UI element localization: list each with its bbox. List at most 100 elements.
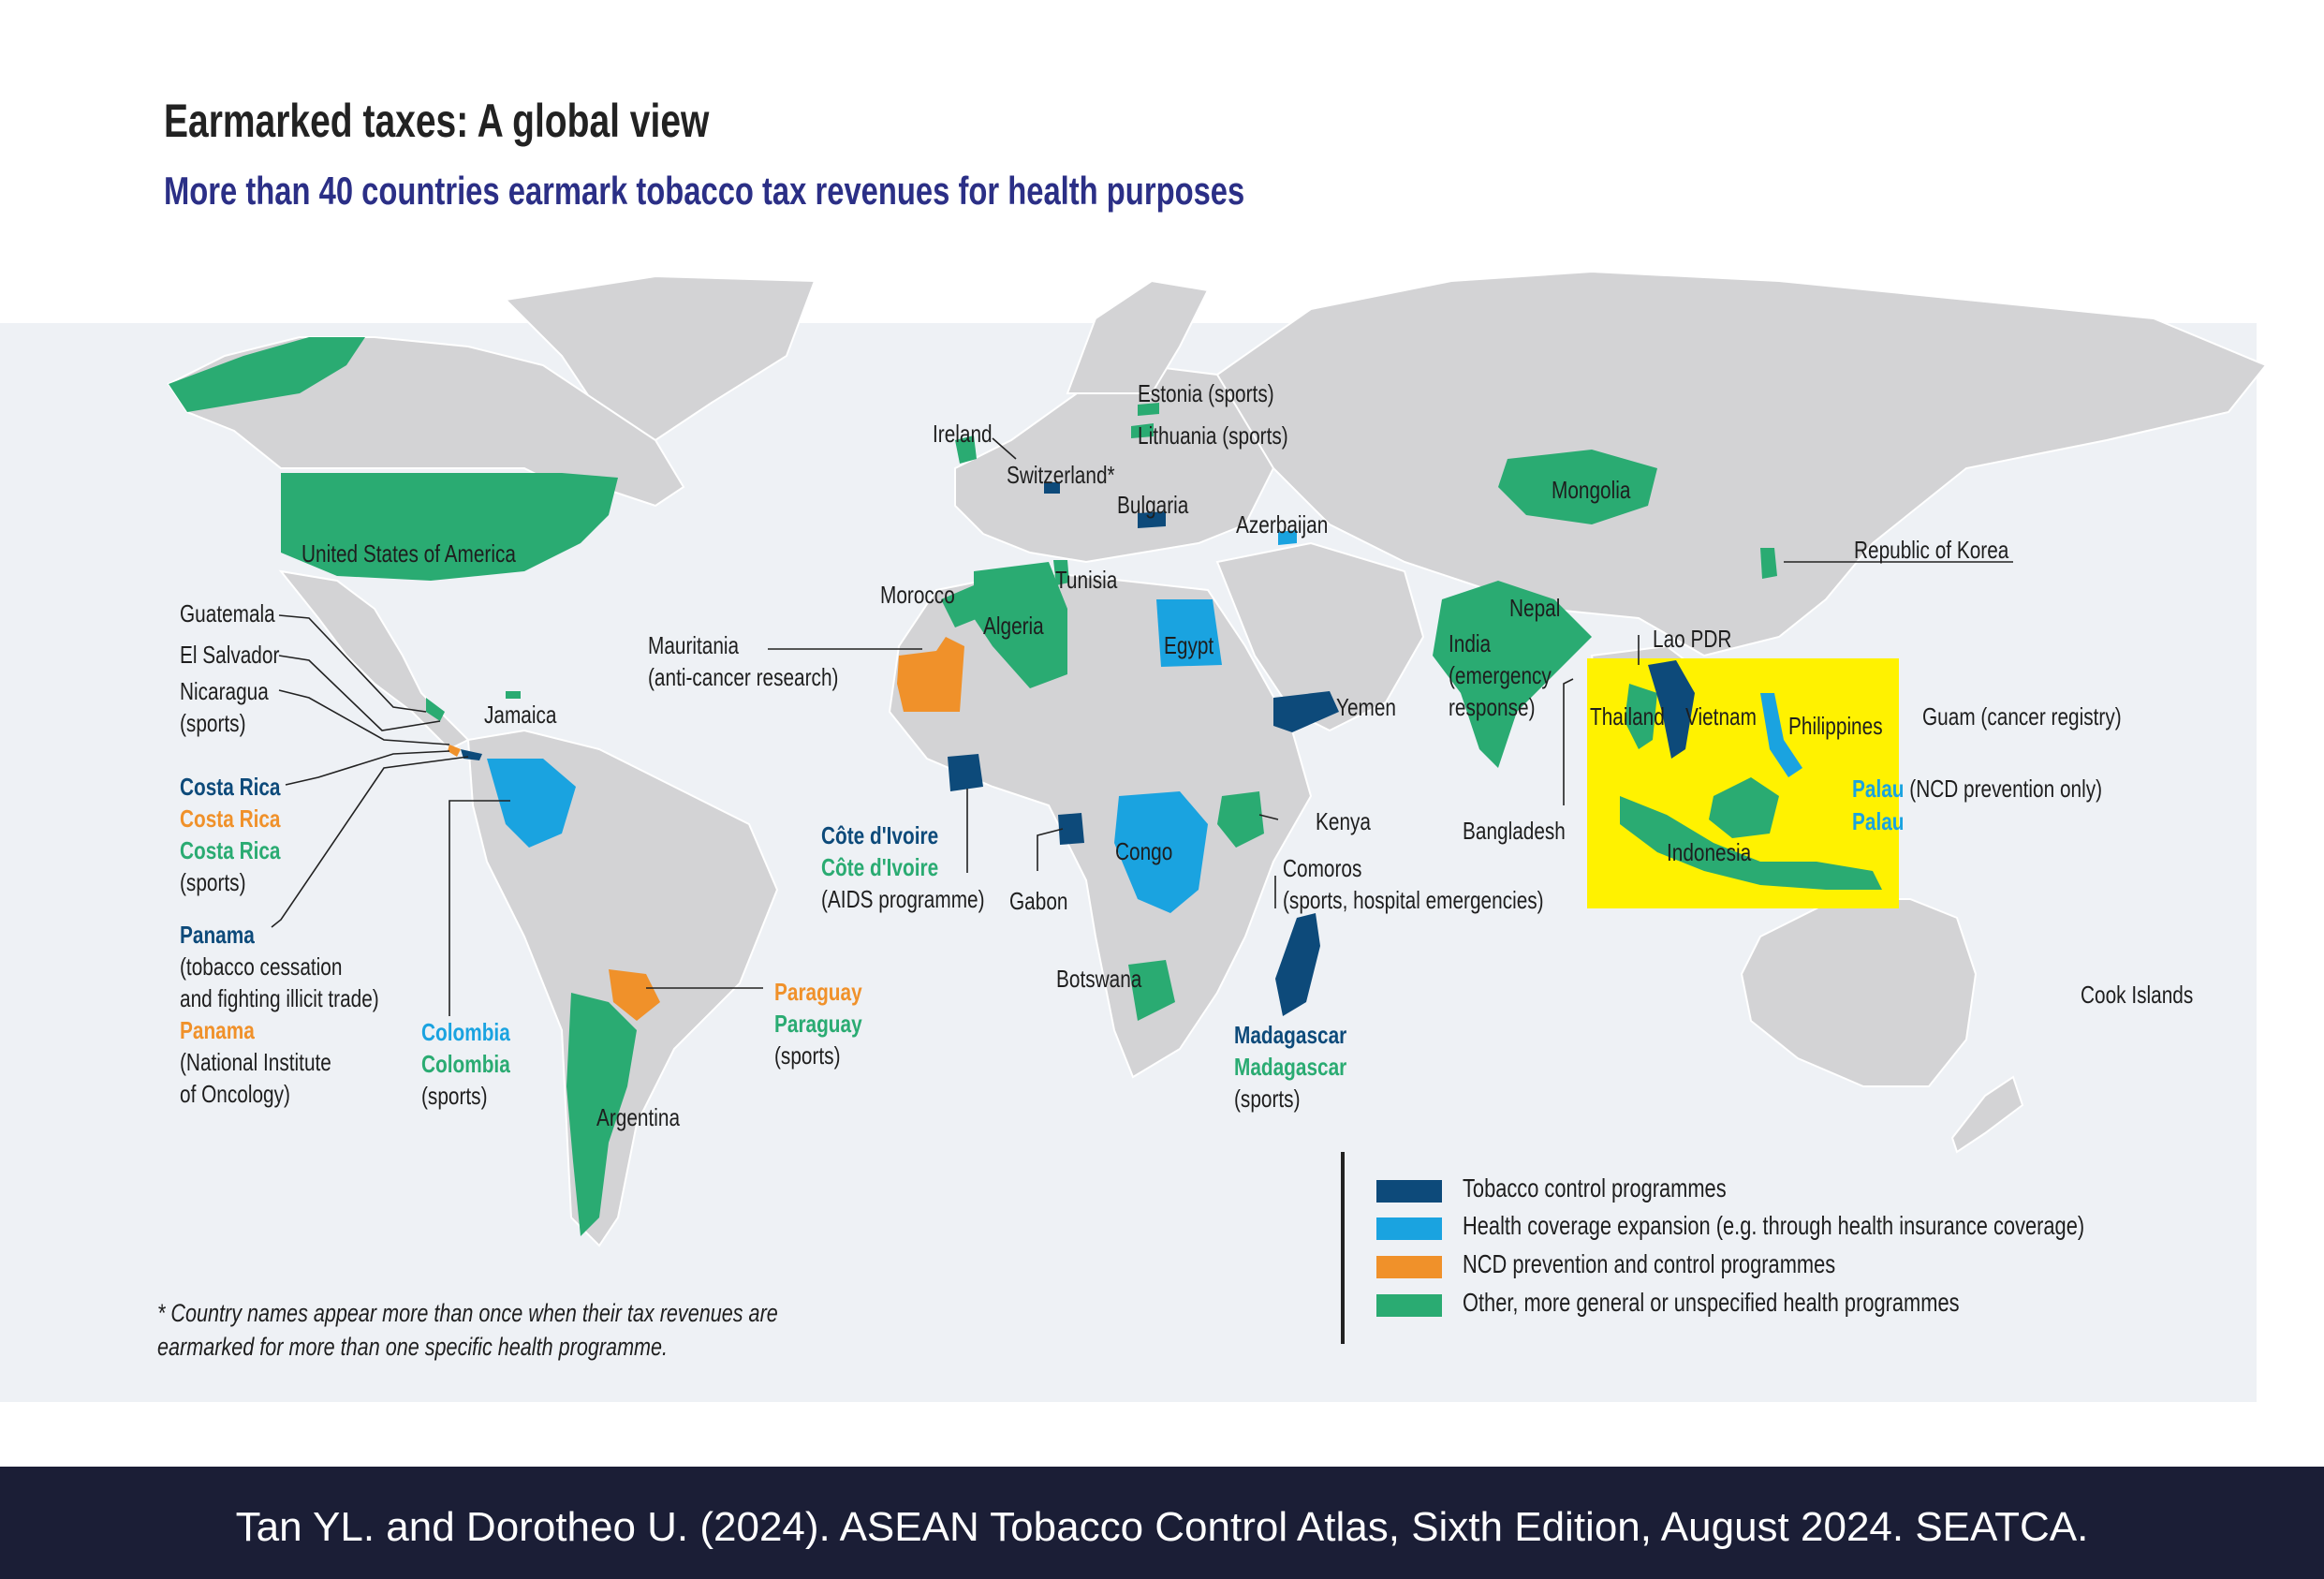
- label-philippines: Philippines: [1788, 712, 1883, 740]
- label-egypt: Egypt: [1164, 631, 1214, 659]
- label-india-note-1: (emergency: [1449, 661, 1552, 689]
- madagascar-shape: [1275, 913, 1320, 1016]
- legend-label-health-coverage: Health coverage expansion (e.g. through …: [1463, 1211, 2085, 1240]
- label-palau-note: (NCD prevention only): [1904, 775, 2103, 803]
- lithuania-shape: [1131, 423, 1154, 438]
- label-colombia-note: (sports): [421, 1082, 488, 1110]
- label-korea: Republic of Korea: [1854, 536, 2009, 564]
- india-shape: [1433, 581, 1592, 768]
- australia-land: [1740, 898, 1978, 1087]
- label-paraguay-note: (sports): [774, 1041, 841, 1070]
- scandinavia-land: [1066, 279, 1210, 394]
- label-palau-2: Palau: [1852, 807, 1905, 835]
- botswana-shape: [1128, 960, 1175, 1021]
- label-costa-rica-3: Costa Rica: [180, 836, 281, 864]
- label-thailand: Thailand: [1590, 702, 1665, 730]
- thailand-shape: [1625, 684, 1657, 749]
- label-colombia-1: Colombia: [421, 1018, 510, 1046]
- label-guam: Guam (cancer registry): [1922, 702, 2122, 730]
- label-panama-note-2: and fighting illicit trade): [180, 984, 379, 1012]
- borneo-shape: [1709, 777, 1779, 838]
- source-citation: Tan YL. and Dorotheo U. (2024). ASEAN To…: [235, 1504, 2089, 1550]
- label-kenya: Kenya: [1316, 807, 1371, 835]
- label-india: India: [1449, 629, 1492, 657]
- kenya-shape: [1217, 791, 1264, 848]
- label-paraguay-2: Paraguay: [774, 1010, 862, 1038]
- legend-swatch-tobacco-control: [1376, 1180, 1442, 1203]
- label-panama-2: Panama: [180, 1016, 255, 1044]
- estonia-shape: [1138, 403, 1159, 416]
- label-el-salvador: El Salvador: [180, 641, 280, 669]
- label-mauritania: Mauritania: [648, 631, 740, 659]
- legend-divider: [1341, 1152, 1345, 1344]
- egypt-shape: [1156, 599, 1222, 667]
- label-palau-name: Palau: [1852, 775, 1905, 803]
- label-madagascar-note: (sports): [1234, 1085, 1301, 1113]
- legend-swatch-health-coverage: [1376, 1217, 1442, 1240]
- legend-swatch-ncd: [1376, 1256, 1442, 1278]
- label-bangladesh: Bangladesh: [1463, 817, 1566, 845]
- label-nicaragua-note: (sports): [180, 709, 246, 737]
- korea-shape: [1760, 548, 1777, 579]
- label-panama-note-1: (tobacco cessation: [180, 952, 343, 981]
- label-panama-1: Panama: [180, 921, 255, 949]
- label-usa: United States of America: [302, 539, 516, 568]
- congo-shape: [1114, 791, 1208, 913]
- mauritania-shape: [897, 637, 964, 712]
- asia-land: [1215, 270, 2268, 657]
- label-jamaica: Jamaica: [484, 701, 557, 729]
- jamaica-shape: [506, 691, 521, 699]
- mongolia-shape: [1498, 450, 1657, 524]
- leader-costa-rica: [285, 750, 450, 786]
- central-america-shape: [426, 698, 445, 721]
- alaska-shape: [169, 337, 365, 412]
- costa-rica-shape: [448, 745, 461, 757]
- label-argentina: Argentina: [596, 1103, 681, 1131]
- leader-guatemala: [278, 614, 427, 713]
- map-title: Earmarked taxes: A global view: [164, 95, 710, 147]
- bulgaria-shape: [1138, 511, 1166, 528]
- map-subtitle: More than 40 countries earmark tobacco t…: [164, 169, 1245, 213]
- label-comoros: Comoros: [1283, 854, 1362, 882]
- label-bulgaria: Bulgaria: [1117, 491, 1189, 519]
- label-costa-rica-2: Costa Rica: [180, 804, 281, 833]
- label-nicaragua: Nicaragua: [180, 677, 269, 705]
- label-palau: Palau (NCD prevention only): [1852, 773, 2102, 804]
- philippines-shape: [1760, 693, 1802, 777]
- middle-east-land: [1215, 541, 1425, 732]
- label-indonesia: Indonesia: [1667, 838, 1752, 866]
- label-mauritania-note: (anti-cancer research): [648, 663, 839, 691]
- leader-bangladesh: [1563, 678, 1574, 805]
- legend-label-ncd: NCD prevention and control programmes: [1463, 1249, 1836, 1278]
- label-tunisia: Tunisia: [1055, 566, 1118, 594]
- greenland-land: [503, 274, 816, 442]
- ireland-shape: [955, 435, 977, 464]
- leader-el-salvador: [278, 655, 441, 731]
- label-morocco: Morocco: [880, 581, 955, 609]
- leader-kenya: [1258, 814, 1279, 820]
- legend-label-other-health: Other, more general or unspecified healt…: [1463, 1288, 1960, 1317]
- label-ireland: Ireland: [933, 420, 993, 448]
- label-switzerland: Switzerland*: [1007, 461, 1115, 489]
- label-estonia: Estonia (sports): [1138, 379, 1274, 407]
- label-lao: Lao PDR: [1653, 625, 1732, 653]
- label-cote-2: Côte d'Ivoire: [821, 853, 939, 881]
- azerbaijan-shape: [1278, 530, 1297, 545]
- gabon-shape: [1058, 813, 1084, 845]
- leader-ireland: [992, 437, 1017, 460]
- world-map: [167, 270, 2268, 1247]
- legend-swatch-other-health: [1376, 1294, 1442, 1317]
- label-vietnam: Vietnam: [1685, 702, 1757, 730]
- legend-label-tobacco-control: Tobacco control programmes: [1463, 1173, 1727, 1203]
- label-algeria: Algeria: [983, 612, 1044, 640]
- tunisia-shape: [1053, 560, 1069, 585]
- usa-shape: [281, 473, 618, 581]
- argentina-shape: [566, 993, 637, 1236]
- algeria-shape: [974, 562, 1067, 688]
- label-yemen: Yemen: [1336, 693, 1396, 721]
- label-cote-1: Côte d'Ivoire: [821, 821, 939, 849]
- paraguay-shape: [609, 969, 660, 1021]
- yemen-shape: [1273, 691, 1339, 732]
- leader-colombia: [449, 800, 510, 1016]
- label-madagascar-1: Madagascar: [1234, 1021, 1347, 1049]
